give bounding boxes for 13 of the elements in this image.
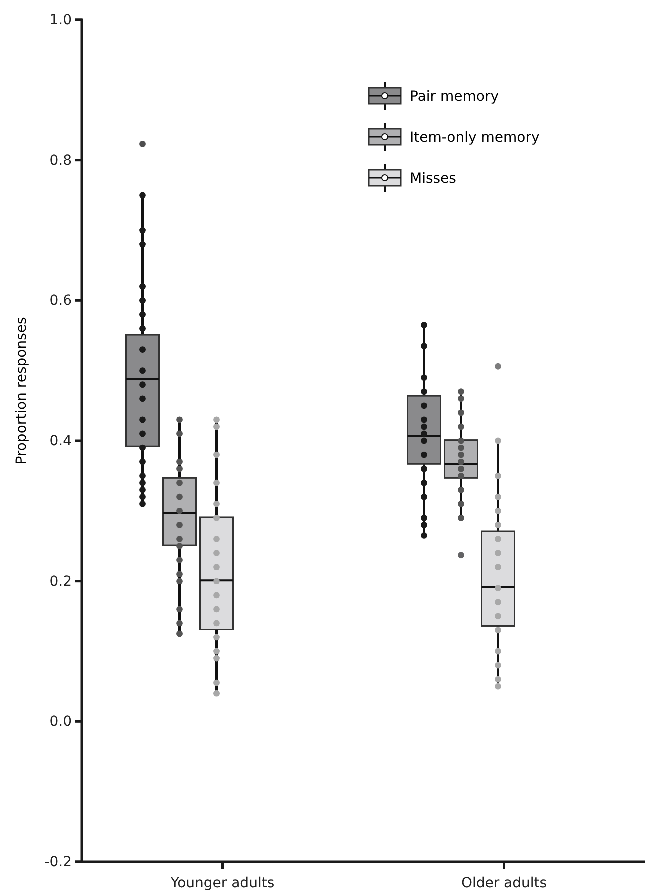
x-tick-label: Older adults	[461, 875, 548, 891]
y-tick-label: 0.0	[50, 714, 72, 730]
legend-label: Pair memory	[410, 89, 499, 105]
y-tick-label: 0.8	[50, 152, 72, 169]
x-tick-label: Younger adults	[170, 875, 275, 891]
legend-label: Item-only memory	[410, 130, 540, 146]
y-tick-label: 0.6	[50, 293, 72, 310]
y-tick-label: -0.2	[44, 854, 72, 870]
legend-label: Misses	[410, 171, 456, 187]
y-tick-label: 1.0	[50, 12, 72, 28]
y-tick-label: 0.4	[50, 433, 72, 450]
y-axis-title: Proportion responses	[14, 317, 30, 465]
y-tick-label: 0.2	[50, 574, 72, 590]
